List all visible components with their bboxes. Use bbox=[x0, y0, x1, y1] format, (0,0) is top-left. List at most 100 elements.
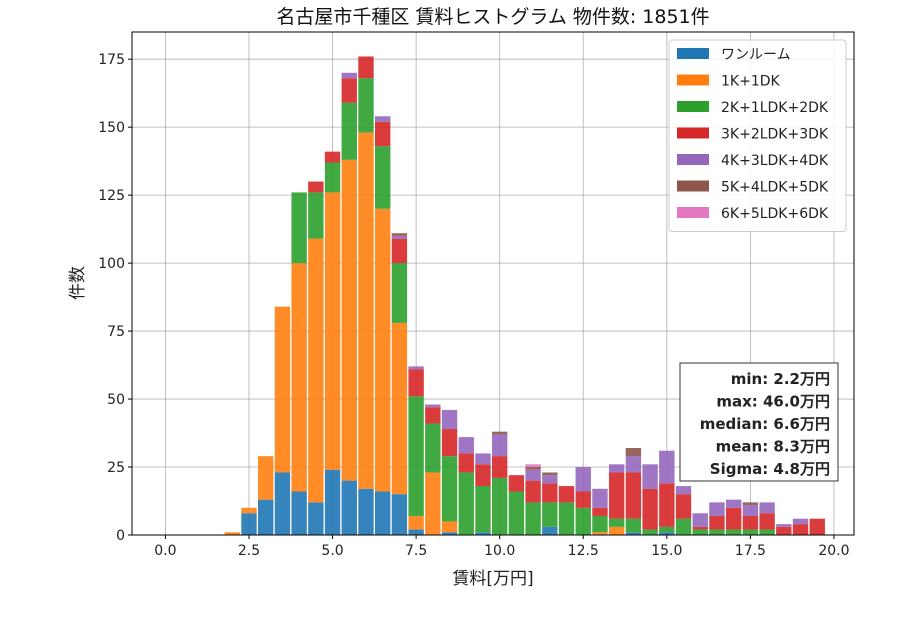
legend-swatch bbox=[677, 154, 709, 165]
bar-segment bbox=[575, 467, 591, 492]
bar-segment bbox=[592, 507, 608, 516]
legend-label: 2K+1LDK+2DK bbox=[721, 100, 829, 116]
legend-label: 1K+1DK bbox=[721, 74, 781, 90]
bar-segment bbox=[525, 502, 541, 535]
legend-label: 5K+4LDK+5DK bbox=[721, 180, 829, 196]
legend-label: 6K+5LDK+6DK bbox=[721, 206, 829, 222]
bar-segment bbox=[692, 526, 708, 530]
y-tick-label: 25 bbox=[107, 460, 125, 476]
bar-segment bbox=[508, 475, 525, 492]
bar-segment bbox=[675, 486, 692, 495]
bar-segment bbox=[308, 238, 324, 503]
legend-label: 4K+3LDK+4DK bbox=[721, 153, 829, 169]
bar-segment bbox=[391, 494, 408, 535]
bar-segment bbox=[441, 456, 458, 522]
bar-segment bbox=[358, 488, 374, 535]
bar-segment bbox=[408, 515, 424, 530]
x-tick-label: 15.0 bbox=[651, 543, 682, 559]
bar-segment bbox=[659, 532, 675, 535]
bar-segment bbox=[391, 235, 408, 239]
y-tick-label: 175 bbox=[98, 52, 125, 68]
y-tick-label: 150 bbox=[98, 120, 125, 136]
bar-segment bbox=[458, 453, 474, 473]
bar-segment bbox=[491, 477, 508, 535]
bar-segment bbox=[725, 507, 742, 530]
legend-label: ワンルーム bbox=[721, 47, 791, 63]
bar-segment bbox=[291, 263, 307, 492]
legend-box bbox=[668, 39, 847, 232]
bar-segment bbox=[425, 404, 441, 408]
bar-segment bbox=[575, 491, 591, 508]
legend-label: 3K+2LDK+3DK bbox=[721, 127, 829, 143]
bar-segment bbox=[675, 494, 692, 519]
bar-segment bbox=[709, 529, 725, 535]
bar-segment bbox=[341, 78, 357, 103]
bar-segment bbox=[525, 467, 541, 470]
bar-segment bbox=[408, 529, 424, 535]
bar-segment bbox=[725, 529, 742, 535]
bar-segment bbox=[742, 529, 759, 535]
y-tick-label: 100 bbox=[98, 256, 125, 272]
bar-segment bbox=[391, 263, 408, 323]
bar-segment bbox=[608, 526, 625, 535]
bar-segment bbox=[491, 431, 508, 435]
plot-frame bbox=[131, 31, 855, 536]
bar-segment bbox=[475, 532, 491, 535]
bar-segment bbox=[776, 524, 792, 527]
bar-segment bbox=[475, 464, 491, 487]
x-tick-label: 0.0 bbox=[154, 543, 176, 559]
bar-segment bbox=[508, 491, 525, 535]
bar-segment bbox=[792, 524, 809, 535]
x-tick-label: 7.5 bbox=[405, 543, 427, 559]
bar-segment bbox=[542, 526, 558, 535]
stats-box-frame bbox=[679, 362, 839, 482]
bar-segment bbox=[358, 78, 374, 133]
bar-segment bbox=[592, 532, 608, 535]
bar-segment bbox=[525, 480, 541, 503]
bar-segment bbox=[625, 456, 642, 473]
bar-segment bbox=[358, 56, 374, 79]
y-axis-title: 件数 bbox=[68, 266, 88, 300]
bar-segment bbox=[324, 469, 341, 535]
bar-segment bbox=[475, 453, 491, 465]
x-tick-label: 12.5 bbox=[568, 543, 599, 559]
bar-segment bbox=[625, 532, 642, 535]
bar-segment bbox=[441, 428, 458, 457]
bar-segment bbox=[408, 366, 424, 370]
bar-segment bbox=[692, 529, 708, 535]
bar-segment bbox=[525, 464, 541, 468]
bar-segment bbox=[675, 518, 692, 535]
bar-segment bbox=[391, 322, 408, 495]
legend-swatch bbox=[677, 127, 709, 139]
bar-segment bbox=[324, 162, 341, 193]
bar-segment bbox=[241, 507, 257, 514]
bar-segment bbox=[458, 437, 474, 454]
bar-segment bbox=[809, 518, 825, 535]
legend-swatch bbox=[677, 180, 709, 192]
bar-segment bbox=[458, 472, 474, 535]
bar-segment bbox=[408, 396, 424, 516]
bar-segment bbox=[491, 456, 508, 478]
bar-segment bbox=[341, 159, 357, 481]
x-tick-label: 20.0 bbox=[818, 543, 849, 559]
x-tick-label: 5.0 bbox=[321, 543, 343, 559]
bar-segment bbox=[425, 423, 441, 473]
bar-segment bbox=[391, 238, 408, 264]
legend-swatch bbox=[677, 74, 709, 86]
bar-segment bbox=[542, 483, 558, 503]
bar-segment bbox=[659, 450, 675, 484]
bar-segment bbox=[441, 532, 458, 535]
bar-segment bbox=[625, 472, 642, 519]
y-tick-label: 50 bbox=[107, 392, 125, 408]
x-axis-title: 賃料[万円] bbox=[452, 569, 533, 589]
legend-swatch bbox=[677, 207, 709, 218]
bar-segment bbox=[341, 102, 357, 160]
bar-segment bbox=[625, 518, 642, 533]
legend: ワンルーム 1K+1DK 2K+1LDK+2DK 3K+2LDK+3DK 4K+3LDK… bbox=[668, 39, 847, 232]
bar-segment bbox=[725, 499, 742, 508]
bar-segment bbox=[659, 483, 675, 527]
bar-segment bbox=[375, 491, 391, 535]
bar-segment bbox=[525, 469, 541, 481]
